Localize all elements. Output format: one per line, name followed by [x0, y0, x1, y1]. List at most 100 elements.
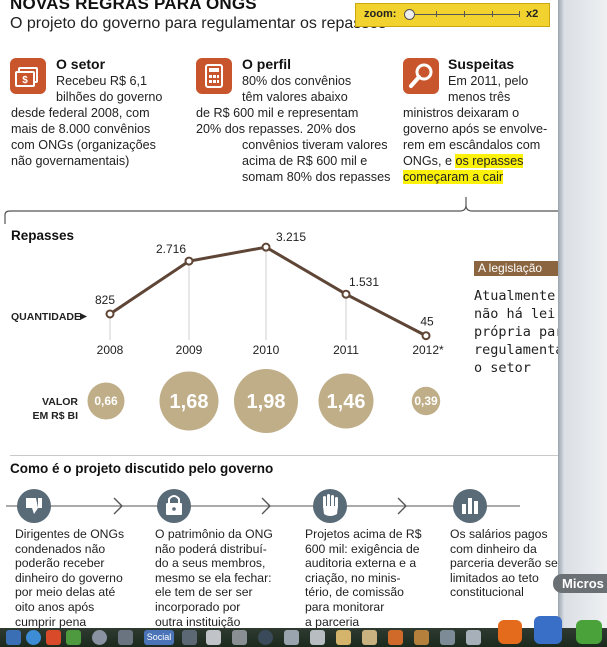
text-line: começaram a cair — [403, 169, 547, 185]
text-line: não poderá distribuí- — [155, 541, 267, 556]
section-text-perfil: 80% dos convênios têm valores abaixo — [242, 73, 351, 105]
text-line: acima de R$ 600 mil e — [242, 154, 368, 168]
app-icon[interactable] — [414, 630, 429, 645]
text-line: Os salários pagos — [450, 527, 548, 541]
x-tick-label: 2009 — [176, 343, 203, 357]
text-line: ministros deixaram o — [403, 106, 520, 120]
taskbar-tooltip[interactable]: Micros — [553, 574, 607, 593]
zoom-tick — [436, 11, 437, 17]
svg-text:$: $ — [22, 75, 28, 86]
app-icon[interactable] — [118, 630, 133, 645]
section-title-perfil: O perfil — [242, 56, 292, 72]
text-line: constitucional — [450, 585, 524, 600]
text-line: rem em escândalos com — [403, 138, 541, 152]
value-bubble — [159, 371, 219, 431]
text-line: ele tem de ser ser — [155, 585, 253, 600]
data-label: 3.215 — [276, 230, 306, 244]
text-line: 80% dos convênios — [242, 74, 352, 88]
zoom-tick — [492, 11, 493, 17]
page-subtitle: O projeto do governo para regulamentar o… — [10, 15, 387, 32]
text-line: poderão receber — [15, 556, 105, 571]
legislation-text: Atualmente, não há lei própria para regu… — [474, 287, 558, 377]
value-bubble — [318, 373, 374, 429]
text-line: mais de 8.000 convênios — [11, 122, 151, 136]
text-line: 20% dos repasses. 20% dos — [196, 122, 356, 136]
app-icon[interactable] — [388, 630, 403, 645]
section-text-suspeitas-cont: ministros deixaram o governo após se env… — [403, 105, 547, 185]
bubble-label: 1,68 — [170, 391, 209, 413]
text-line: desde federal 2008, com — [11, 106, 150, 120]
text-line: tério, de comissão — [305, 585, 404, 600]
text-line: regulamentar — [474, 342, 558, 358]
text-line: própria para — [474, 324, 558, 340]
text-line: auditoria externa e a — [305, 556, 417, 571]
app-icon[interactable] — [232, 630, 247, 645]
zoom-max-label: x2 — [526, 8, 539, 20]
section-divider — [10, 455, 558, 456]
office-icon[interactable] — [534, 616, 562, 644]
browser-icon[interactable] — [26, 630, 41, 645]
text-line: criação, no minis- — [305, 570, 401, 585]
data-point — [105, 309, 115, 319]
value-bubble — [234, 369, 298, 433]
step-text-3: Projetos acima de R$ 600 mil: exigência … — [305, 527, 435, 628]
bubble-label: 0,66 — [94, 394, 118, 408]
infographic-page: NOVAS REGRAS PARA ONGS O projeto do gove… — [4, 0, 558, 628]
magnifier-icon — [403, 58, 439, 94]
window-edge — [558, 0, 607, 628]
text-line: ONGs, e os repasses — [403, 153, 547, 169]
repasses-chart: Repasses QUANTIDADE VALOR EM R$ BI 825 20… — [11, 228, 444, 433]
padlock-icon — [157, 489, 191, 523]
text-line: menos três — [448, 90, 511, 104]
x-tick-label: 2012* — [412, 343, 444, 357]
money-icon: $ — [10, 58, 46, 94]
text-line: têm valores abaixo — [242, 90, 348, 104]
app-icon[interactable] — [46, 630, 61, 645]
section-text-perfil-cont: de R$ 600 mil e representam 20% dos repa… — [196, 105, 358, 137]
powerpoint-icon[interactable] — [498, 620, 522, 644]
legislation-label: A legislação — [474, 261, 558, 276]
zoom-label: zoom: — [364, 8, 397, 20]
system-icon[interactable] — [92, 630, 107, 645]
data-label: 2.716 — [156, 242, 186, 256]
text-line: para monitorar — [305, 599, 385, 614]
zoom-slider-knob[interactable] — [404, 9, 415, 20]
text-line: Em 2011, pelo — [448, 74, 529, 88]
zoom-control[interactable]: zoom: x2 — [355, 3, 550, 27]
highlighted-text: os repasses — [455, 154, 524, 168]
app-icon[interactable] — [336, 630, 351, 645]
series-line-quantidade — [109, 245, 427, 338]
app-icon[interactable] — [206, 630, 221, 645]
section-text-setor-cont: desde federal 2008, com mais de 8.000 co… — [11, 105, 156, 169]
value-bubble — [411, 386, 441, 416]
x-tick-label: 2011 — [333, 343, 359, 357]
chart-title: Repasses — [11, 228, 74, 243]
finder-icon[interactable] — [6, 630, 21, 645]
bubble-label: 0,39 — [414, 394, 438, 408]
text-line: somam 80% dos repasses — [242, 170, 391, 184]
app-icon[interactable] — [258, 630, 273, 645]
app-icon[interactable] — [284, 630, 299, 645]
chart-brace — [4, 197, 558, 224]
zoom-tick — [519, 11, 520, 17]
app-icon[interactable] — [310, 630, 325, 645]
quantity-arrow-icon — [80, 313, 87, 320]
app-icon[interactable] — [66, 630, 81, 645]
data-point — [261, 242, 271, 252]
text-line: oito anos após — [15, 599, 95, 614]
excel-icon[interactable] — [576, 620, 602, 644]
bar-chart-icon — [453, 489, 487, 523]
text-fragment: ONGs, e — [403, 154, 456, 168]
text-line: não há lei — [474, 306, 556, 322]
step-text-4: Os salários pagos com dinheiro da parcer… — [450, 527, 558, 600]
thumbs-down-icon — [17, 489, 51, 523]
app-icon[interactable] — [440, 630, 455, 645]
value-bubble — [87, 382, 125, 420]
app-icon[interactable] — [362, 630, 377, 645]
text-line: outra instituição — [155, 614, 241, 628]
social-app-icon[interactable]: Social — [144, 630, 174, 645]
text-line: mesmo se ela fechar: — [155, 570, 272, 585]
app-icon[interactable] — [466, 630, 481, 645]
step-text-2: O patrimônio da ONG não poderá distribuí… — [155, 527, 285, 628]
app-icon[interactable] — [182, 630, 197, 645]
